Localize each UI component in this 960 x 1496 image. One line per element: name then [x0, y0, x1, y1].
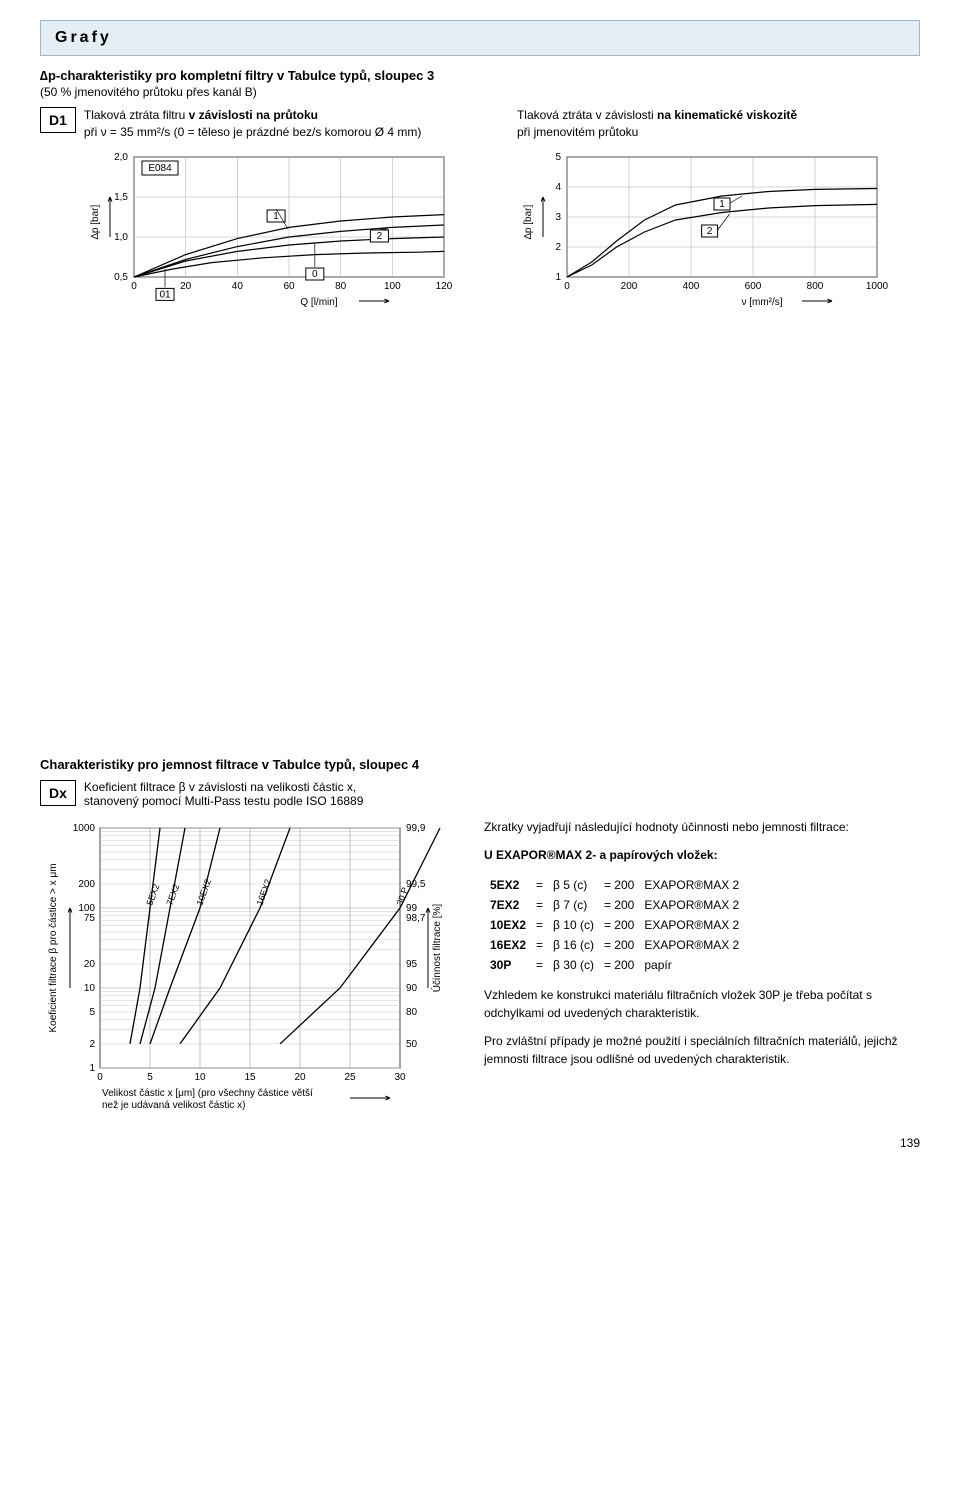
svg-text:90: 90 [406, 983, 418, 994]
page-title: Grafy [55, 29, 905, 47]
svg-text:1: 1 [719, 199, 725, 210]
svg-text:0: 0 [564, 281, 570, 292]
svg-text:99: 99 [406, 903, 418, 914]
svg-text:5: 5 [147, 1072, 153, 1083]
svg-text:80: 80 [335, 281, 347, 292]
svg-text:25: 25 [344, 1072, 356, 1083]
svg-text:50: 50 [406, 1039, 418, 1050]
svg-text:E084: E084 [148, 163, 172, 174]
svg-text:10: 10 [84, 983, 96, 994]
svg-text:7EX2: 7EX2 [164, 882, 181, 906]
chart-dx: 0510152025301251020751002001000508090959… [40, 818, 460, 1118]
svg-text:1: 1 [555, 272, 561, 283]
svg-text:95: 95 [406, 959, 418, 970]
dx-box: Dx [40, 780, 76, 806]
svg-text:2: 2 [707, 226, 713, 237]
svg-text:16EX2: 16EX2 [254, 877, 273, 906]
legend-column: Zkratky vyjadřují následující hodnoty úč… [484, 818, 920, 1118]
svg-text:Koeficient filtrace β pro část: Koeficient filtrace β pro částice > x μm [48, 863, 59, 1032]
svg-text:4: 4 [555, 182, 561, 193]
svg-text:2: 2 [555, 242, 561, 253]
page-header: Grafy [40, 20, 920, 56]
svg-text:15: 15 [244, 1072, 256, 1083]
section2-title: Charakteristiky pro jemnost filtrace v T… [40, 757, 920, 772]
svg-text:30: 30 [394, 1072, 406, 1083]
svg-text:Účinnost filtrace [%]: Účinnost filtrace [%] [430, 903, 443, 992]
svg-text:∆p [bar]: ∆p [bar] [523, 204, 534, 239]
svg-text:Q [l/min]: Q [l/min] [300, 297, 337, 308]
svg-text:10EX2: 10EX2 [194, 877, 213, 906]
svg-text:200: 200 [78, 879, 95, 890]
svg-text:99,5: 99,5 [406, 879, 426, 890]
svg-text:600: 600 [745, 281, 762, 292]
chart-right-title: Tlaková ztráta v závislosti na kinematic… [517, 107, 920, 141]
svg-text:3: 3 [555, 212, 561, 223]
svg-text:0: 0 [312, 269, 318, 280]
svg-text:800: 800 [807, 281, 824, 292]
svg-text:01: 01 [159, 289, 171, 300]
dx-desc: Koeficient filtrace β v závislosti na ve… [84, 780, 920, 808]
svg-text:1,0: 1,0 [114, 232, 128, 243]
svg-text:5: 5 [89, 1007, 95, 1018]
svg-text:400: 400 [683, 281, 700, 292]
svg-text:2,0: 2,0 [114, 152, 128, 163]
svg-text:5EX2: 5EX2 [144, 882, 161, 906]
legend-table: 5EX2=β 5 (c)= 200EXAPOR®MAX 27EX2=β 7 (c… [484, 874, 745, 976]
svg-text:80: 80 [406, 1007, 418, 1018]
svg-text:1,5: 1,5 [114, 192, 128, 203]
svg-text:99,9: 99,9 [406, 823, 426, 834]
page-number: 139 [40, 1136, 920, 1150]
svg-text:40: 40 [232, 281, 244, 292]
d1-box: D1 [40, 107, 76, 133]
svg-text:1000: 1000 [866, 281, 889, 292]
section1-title: ∆p-charakteristiky pro kompletní filtry … [40, 68, 920, 83]
svg-text:100: 100 [78, 903, 95, 914]
svg-text:60: 60 [283, 281, 295, 292]
chart-right: 0 200 400 600 800 1000 1 2 3 4 5 ∆p [bar] ν [mm²/s] 1… [517, 147, 897, 317]
svg-text:2: 2 [377, 231, 383, 242]
svg-text:75: 75 [84, 913, 96, 924]
svg-text:0: 0 [97, 1072, 103, 1083]
svg-text:∆p [bar]: ∆p [bar] [90, 204, 101, 239]
svg-text:0: 0 [131, 281, 137, 292]
svg-text:ν [mm²/s]: ν [mm²/s] [741, 297, 782, 308]
svg-text:100: 100 [384, 281, 401, 292]
svg-text:98,7: 98,7 [406, 913, 426, 924]
chart-left: 0204060801001200,51,01,52,0∆p [bar]Q [l/… [84, 147, 464, 317]
section1-sub: (50 % jmenovitého průtoku přes kanál B) [40, 85, 920, 99]
svg-text:20: 20 [294, 1072, 306, 1083]
svg-text:20: 20 [180, 281, 192, 292]
svg-text:5: 5 [555, 152, 561, 163]
chart-left-title: Tlaková ztráta filtru v závislosti na pr… [84, 107, 487, 141]
svg-text:0,5: 0,5 [114, 272, 128, 283]
svg-text:2: 2 [89, 1039, 95, 1050]
svg-text:1: 1 [89, 1063, 95, 1074]
svg-text:10: 10 [194, 1072, 206, 1083]
svg-text:200: 200 [621, 281, 638, 292]
svg-text:než je udávaná velikost částic: než je udávaná velikost částic x) [102, 1100, 245, 1111]
svg-text:Velikost částic x [μm] (pro vš: Velikost částic x [μm] (pro všechny část… [102, 1088, 313, 1099]
svg-text:1000: 1000 [73, 823, 96, 834]
svg-text:120: 120 [436, 281, 453, 292]
svg-text:20: 20 [84, 959, 96, 970]
